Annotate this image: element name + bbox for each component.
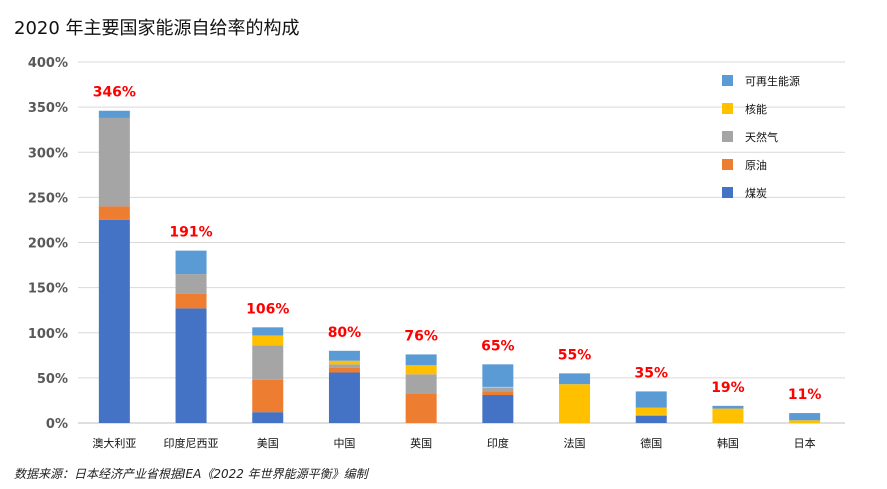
legend-label: 天然气 [745,130,778,144]
total-label: 346% [93,85,136,101]
y-tick-label: 200% [28,237,68,252]
category-label: 印度尼西亚 [164,436,219,450]
total-label: 106% [246,301,289,317]
y-tick-label: 100% [28,327,68,342]
bar-segment [559,384,591,423]
data-labels: 346% 191% 106% 80% 76% 65% 55% 35% 19% 11% [93,85,822,403]
bar-segment [635,414,667,416]
bar-segment [405,393,437,423]
bar-segment [559,373,591,385]
category-label: 法国 [564,436,586,450]
bar-segment [328,350,360,361]
bar-segment [328,364,360,368]
bar-segment [789,420,821,423]
bar-segment [98,110,130,118]
bar-segment [252,379,284,413]
bar-segment [482,364,514,387]
bar-segment [98,117,130,207]
bar-segment [252,335,284,346]
total-label: 19% [711,380,745,396]
bar-segment [328,372,360,423]
bar-segment [482,391,514,396]
total-label: 191% [169,225,212,241]
total-label: 55% [558,347,592,363]
x-axis: 澳大利亚 印度尼西亚 美国 中国 英国 印度 法国 德国 韩国 日本 [92,436,815,450]
total-label: 65% [481,338,515,354]
bar-segment [405,365,437,375]
y-tick-label: 300% [28,146,68,161]
legend-swatch [722,187,733,198]
category-label: 美国 [257,437,279,450]
bar-segment [635,415,667,423]
legend-swatch [722,131,733,142]
bar-segment [405,354,437,366]
legend-swatch [722,159,733,170]
bar-segment [405,374,437,394]
grid-lines [78,61,845,424]
bar-segment [252,412,284,423]
legend-swatch [722,103,733,114]
y-tick-label: 150% [28,282,68,297]
bar-segment [712,405,744,409]
legend-label: 核能 [745,102,767,116]
bar-segment [482,386,514,388]
total-label: 11% [788,387,822,403]
legend-label: 原油 [745,158,767,172]
total-label: 35% [634,365,668,381]
bar-segment [252,327,284,336]
category-label: 韩国 [717,436,739,450]
bar-segment [328,367,360,373]
category-label: 澳大利亚 [92,436,136,450]
source-note: 数据来源：日本经济产业省根据IEA《2022 年世界能源平衡》编制 [14,467,368,481]
bar-segment [252,345,284,380]
category-label: 英国 [410,436,432,450]
bar-segment [789,413,821,421]
bar-segment [482,395,514,423]
y-tick-label: 400% [28,56,68,71]
y-tick-label: 350% [28,101,68,116]
category-label: 印度 [487,436,509,450]
legend-label: 煤炭 [745,187,767,200]
bar-stacks [98,110,821,423]
bar-segment [712,408,744,423]
y-tick-label: 250% [28,191,68,206]
bar-segment [635,391,667,408]
category-label: 中国 [333,437,355,450]
total-label: 80% [328,325,362,341]
bar-segment [175,308,207,423]
bar-segment [482,387,514,392]
y-tick-label: 50% [37,372,68,387]
bar-segment [175,274,207,294]
category-label: 日本 [794,436,816,450]
legend-swatch [722,75,733,86]
bar-segment [175,250,207,275]
bar-segment [98,206,130,220]
bar-segment [175,293,207,309]
total-label: 76% [404,328,438,344]
y-axis: 0% 50% 100% 150% 200% 250% 300% 350% 400% [28,56,68,432]
bar-segment [635,407,667,415]
category-label: 德国 [640,436,662,450]
chart-title: 2020 年主要国家能源自给率的构成 [14,18,300,39]
legend-label: 可再生能源 [745,74,800,88]
y-tick-label: 0% [46,417,68,432]
bar-segment [98,219,130,423]
bar-segment [328,360,360,365]
